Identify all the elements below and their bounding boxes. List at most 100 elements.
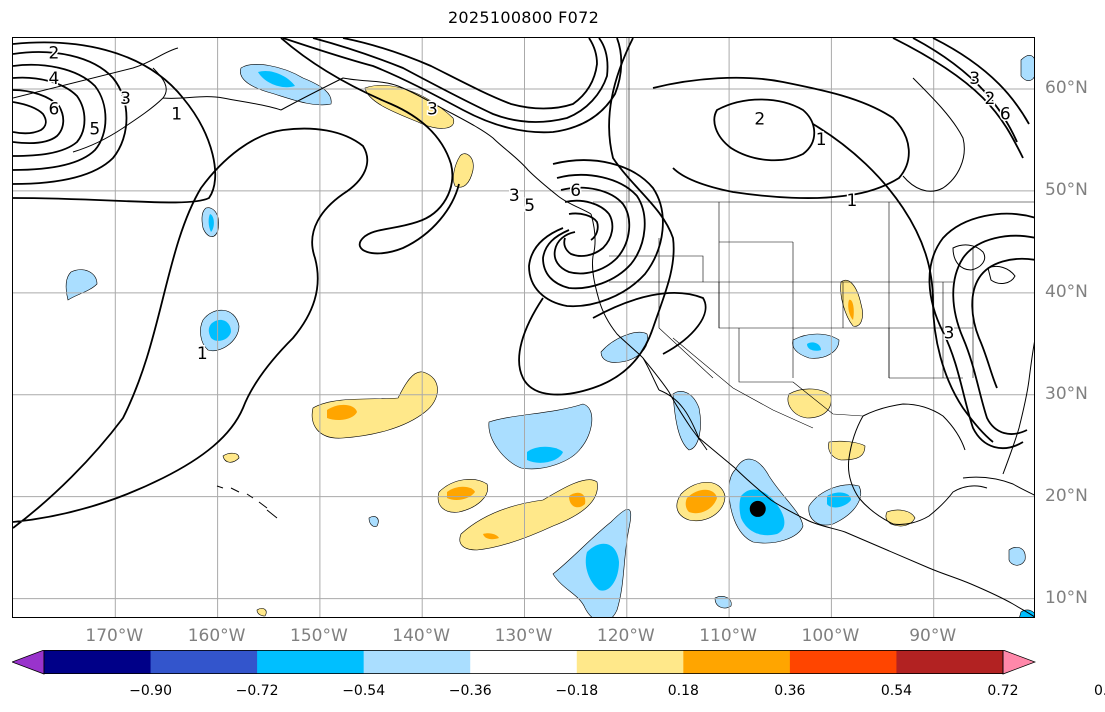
contour-1 — [13, 41, 217, 204]
colorbar-tick-label: 0.36 — [774, 683, 806, 699]
colorbar-tick-label: −0.90 — [129, 683, 172, 699]
lat-label-60: 60°N — [1045, 77, 1088, 98]
lon-label-120w: 120°W — [596, 626, 655, 646]
negative-anomaly-core — [527, 446, 563, 463]
contour-2 — [713, 98, 816, 162]
contour-label: 2 — [49, 43, 60, 63]
lon-label-150w: 150°W — [290, 626, 348, 646]
contour-label: 5 — [524, 196, 535, 216]
lon-label-100w: 100°W — [801, 626, 860, 646]
colorbar-tick-label: 0.54 — [880, 683, 913, 699]
cuba — [962, 476, 1034, 496]
contour-label: 6 — [1000, 104, 1011, 124]
positive-anomaly-region — [787, 388, 832, 419]
lat-label-20: 20°N — [1045, 485, 1088, 506]
alaska-coastline — [13, 47, 592, 215]
mexico-coast — [698, 437, 1034, 617]
colorbar-segments — [12, 650, 1036, 675]
contour-label: 6 — [570, 181, 581, 201]
contour-1-loop — [13, 127, 369, 529]
colorbar-segment — [576, 650, 684, 674]
colorbar-tick-label: −0.54 — [342, 683, 386, 699]
contour-label: 3 — [969, 69, 980, 89]
contour-label: 1 — [197, 344, 208, 364]
hawaii-islands — [216, 485, 278, 519]
colorbar-tick-label: 0.18 — [667, 683, 699, 699]
negative-anomaly-region — [600, 332, 648, 363]
lon-label-160w: 160°W — [187, 626, 246, 646]
lon-label-170w: 170°W — [85, 626, 144, 646]
colorbar — [12, 650, 1036, 675]
colorbar-tick-label: −0.72 — [235, 683, 279, 699]
contour-label: 2 — [754, 110, 765, 130]
negative-anomaly-region — [1008, 547, 1026, 566]
contour-label: 3 — [944, 324, 955, 344]
colorbar-extend-high — [1002, 650, 1036, 675]
colorbar-segment — [683, 650, 791, 674]
lat-label-40: 40°N — [1045, 281, 1088, 302]
lon-label-90w: 90°W — [909, 626, 957, 646]
colorbar-outline — [43, 650, 1004, 674]
positive-anomaly-region — [364, 85, 455, 129]
colorbar-segment — [257, 650, 365, 674]
negative-anomaly-region — [1020, 55, 1034, 81]
contour-label: 3 — [120, 89, 131, 109]
contour-1-ridge — [518, 38, 675, 396]
contour-label: 4 — [49, 69, 60, 89]
negative-anomaly-core — [585, 543, 619, 591]
positive-anomaly-region — [828, 440, 866, 461]
colorbar-extend-low — [12, 650, 45, 675]
contour-label: 1 — [816, 130, 827, 150]
positive-anomaly-region — [311, 371, 438, 439]
negative-anomaly-region — [488, 403, 593, 470]
point-marker[interactable] — [749, 500, 766, 517]
colorbar-segment — [470, 650, 578, 674]
gulf-coast — [848, 403, 988, 525]
lon-label-140w: 140°W — [392, 626, 451, 646]
lat-label-10: 10°N — [1045, 587, 1088, 608]
negative-anomaly-region — [672, 391, 701, 451]
map-title: 2025100800 F072 — [447, 8, 600, 27]
lon-label-110w: 110°W — [699, 626, 757, 646]
colorbar-segment — [789, 650, 897, 674]
contour-label: 5 — [89, 120, 100, 140]
contour-label: 3 — [509, 186, 520, 206]
lat-label-50: 50°N — [1045, 179, 1088, 200]
positive-anomaly-region — [885, 509, 916, 527]
contour-label: 1 — [846, 191, 857, 211]
colorbar-segment — [363, 650, 471, 674]
graticule — [13, 38, 1034, 617]
positive-anomaly-region — [453, 153, 474, 188]
positive-anomaly-core — [327, 404, 357, 420]
contour-label: 6 — [49, 99, 60, 119]
negative-anomaly-core — [258, 70, 295, 88]
lat-label-30: 30°N — [1045, 383, 1088, 404]
positive-anomaly-region — [459, 479, 598, 551]
east-coast — [1002, 341, 1034, 475]
colorbar-tick-label: −0.18 — [555, 683, 599, 699]
contour-label: 3 — [427, 99, 438, 119]
colorbar-segment — [896, 650, 1004, 674]
contour-3 — [528, 159, 664, 308]
hudson-bay — [902, 77, 965, 192]
colorbar-tick-label: 0.90 — [1093, 683, 1105, 699]
coastlines — [13, 47, 1034, 617]
lon-label-130w: 130°W — [494, 626, 553, 646]
positive-anomaly-core — [685, 489, 717, 514]
great-lakes — [952, 244, 1016, 284]
colorbar-segment — [150, 650, 258, 674]
colorbar-segment — [44, 650, 152, 674]
anomaly-shading — [65, 55, 1034, 617]
negative-anomaly-region — [65, 269, 98, 301]
baja-california — [642, 357, 708, 451]
negative-anomaly-core — [208, 319, 231, 341]
contour-label: 1 — [171, 104, 182, 124]
colorbar-tick-label: −0.36 — [448, 683, 492, 699]
contour-label: 2 — [985, 89, 996, 109]
colorbar-tick-label: 0.72 — [987, 683, 1019, 699]
contour-lines — [13, 38, 1034, 529]
political-borders — [593, 38, 1034, 429]
